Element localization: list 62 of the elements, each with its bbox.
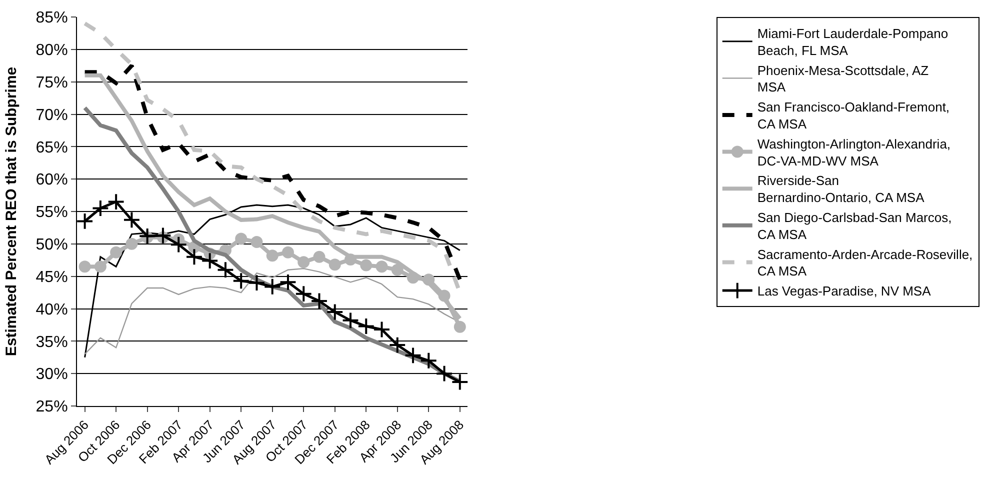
point: [94, 260, 106, 273]
legend-label: Sacramento-Arden-Arcade-Roseville, CA MSA: [757, 246, 973, 279]
y-tick-label: 55%: [36, 204, 68, 222]
point: [235, 232, 248, 245]
y-tick-label: 40%: [36, 301, 68, 318]
point: [138, 227, 156, 245]
point: [451, 373, 469, 391]
y-tick-label: 25%: [36, 398, 68, 416]
y-tick-label: 30%: [36, 366, 68, 384]
point: [107, 193, 125, 210]
legend-label: San Diego-Carlsbad-San Marcos, CA MSA: [757, 210, 952, 242]
point: [388, 336, 406, 354]
point: [373, 320, 390, 338]
point: [76, 212, 94, 230]
point: [264, 278, 282, 296]
point: [232, 272, 250, 290]
legend-label: San Francisco-Oakland-Fremont, CA MSA: [757, 100, 950, 132]
legend-label: Las Vegas-Paradise, NV MSA: [757, 284, 932, 299]
legend-label: Riverside-San Bernardino-Ontario, CA MSA: [757, 173, 925, 206]
point: [454, 320, 466, 333]
y-tick-label: 85%: [36, 10, 68, 27]
point: [360, 259, 372, 272]
point: [313, 250, 326, 263]
point: [78, 260, 91, 273]
point: [391, 264, 404, 276]
point: [250, 236, 263, 248]
y-tick-label: 70%: [36, 106, 68, 124]
point: [357, 318, 375, 335]
legend-label: Miami-Fort Lauderdale-Pompano Beach, FL MSA: [757, 26, 948, 58]
point: [294, 285, 312, 303]
point: [342, 312, 360, 330]
point: [420, 352, 438, 370]
point: [154, 226, 172, 244]
point: [279, 273, 297, 291]
y-tick-label: 65%: [36, 139, 68, 156]
point: [298, 256, 310, 268]
point: [248, 274, 266, 292]
point: [126, 238, 138, 250]
legend-label: Phoenix-Mesa-Scottsdale, AZ MSA: [757, 62, 929, 95]
y-tick-label: 60%: [36, 172, 68, 189]
y-axis-title: Estimated Percent REO that is Subprime: [3, 66, 20, 356]
point: [201, 252, 219, 270]
point: [326, 303, 344, 321]
point: [266, 250, 278, 262]
point: [328, 258, 341, 271]
point: [436, 364, 453, 382]
y-tick-label: 75%: [36, 74, 68, 92]
point: [282, 246, 294, 258]
y-tick-label: 45%: [36, 268, 68, 286]
point: [376, 260, 388, 273]
point: [216, 261, 234, 279]
point: [110, 246, 122, 258]
point: [123, 211, 140, 229]
point: [170, 236, 188, 254]
point: [92, 200, 110, 217]
y-tick-label: 35%: [36, 334, 68, 351]
point: [404, 346, 422, 364]
legend-label: Washington-Arlington-Alexandria, DC-VA-MD-WV MSA: [757, 136, 951, 168]
point: [310, 292, 328, 310]
y-tick-label: 50%: [36, 236, 68, 254]
y-tick-label: 80%: [36, 42, 68, 60]
point: [186, 248, 203, 266]
